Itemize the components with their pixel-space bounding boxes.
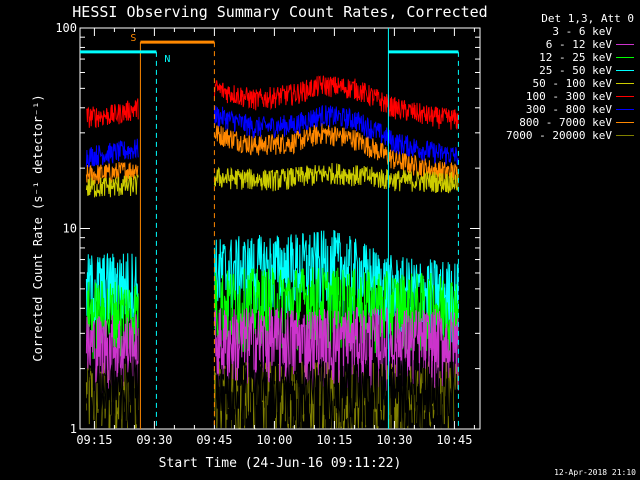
legend-entry: 300 - 800 keV <box>484 103 634 116</box>
legend-swatch <box>616 31 634 32</box>
annotation-label: S <box>130 33 136 44</box>
x-tick-label: 09:30 <box>136 433 172 447</box>
legend-entry: 50 - 100 keV <box>484 77 634 90</box>
legend-entry: 800 - 7000 keV <box>484 116 634 129</box>
x-tick-label: 10:15 <box>316 433 352 447</box>
legend-entry: 25 - 50 keV <box>484 64 634 77</box>
legend-label: 3 - 6 keV <box>552 25 612 38</box>
series-3-6-kev <box>85 355 459 429</box>
footer-timestamp: 12-Apr-2018 21:10 <box>554 468 636 477</box>
chart-title: HESSI Observing Summary Count Rates, Cor… <box>72 3 487 21</box>
legend-entry: 12 - 25 keV <box>484 51 634 64</box>
x-tick-label: 09:45 <box>196 433 232 447</box>
x-tick-label: 10:30 <box>376 433 412 447</box>
plot-area <box>85 75 459 430</box>
series-100-300-kev <box>86 75 459 131</box>
x-tick-label: 10:00 <box>256 433 292 447</box>
legend-label: 7000 - 20000 keV <box>506 129 612 142</box>
series-line <box>86 98 139 129</box>
legend-label: 12 - 25 keV <box>539 51 612 64</box>
series-line <box>85 174 139 198</box>
series-line <box>213 105 459 165</box>
series-line <box>85 280 139 364</box>
series-line <box>213 306 459 392</box>
legend-swatch <box>616 135 634 136</box>
legend-entry: 7000 - 20000 keV <box>484 129 634 142</box>
series-line <box>213 75 459 131</box>
legend-header: Det 1,3, Att 0 <box>541 12 634 25</box>
legend-entry: 3 - 6 keV <box>484 25 634 38</box>
legend-swatch <box>616 57 634 58</box>
y-axis-label: Corrected Count Rate (s⁻¹ detector⁻¹) <box>31 94 45 361</box>
legend-label: 25 - 50 keV <box>539 64 612 77</box>
legend-swatch <box>616 83 634 84</box>
legend-entry: 6 - 12 keV <box>484 38 634 51</box>
y-tick-label: 1 <box>70 422 77 436</box>
legend-label: 800 - 7000 keV <box>519 116 612 129</box>
series-12-25-kev <box>85 267 459 364</box>
series-line <box>85 355 139 429</box>
x-axis-label: Start Time (24-Jun-16 09:11:22) <box>159 456 402 471</box>
legend-label: 100 - 300 keV <box>525 90 612 103</box>
y-tick-label: 10 <box>63 222 77 236</box>
legend-swatch <box>616 96 634 97</box>
legend-swatch <box>616 70 634 71</box>
legend-swatch <box>616 122 634 123</box>
legend-label: 50 - 100 keV <box>532 77 612 90</box>
annotation-label: N <box>164 54 170 65</box>
x-tick-label: 10:45 <box>436 433 472 447</box>
x-tick-label: 09:15 <box>76 433 112 447</box>
series-line <box>213 267 459 358</box>
series-line <box>85 138 139 168</box>
series-50-100-kev <box>85 162 459 198</box>
series-line <box>85 162 139 185</box>
legend-entry: 100 - 300 keV <box>484 90 634 103</box>
legend-label: 6 - 12 keV <box>545 38 612 51</box>
legend-swatch <box>616 109 634 110</box>
legend: Det 1,3, Att 0 3 - 6 keV 6 - 12 keV 12 - 2… <box>484 12 634 142</box>
series-300-800-kev <box>85 105 459 168</box>
legend-swatch <box>616 44 634 45</box>
series-line <box>213 356 459 429</box>
y-tick-label: 100 <box>55 21 77 35</box>
legend-label: 300 - 800 keV <box>525 103 612 116</box>
series-line <box>213 162 459 194</box>
